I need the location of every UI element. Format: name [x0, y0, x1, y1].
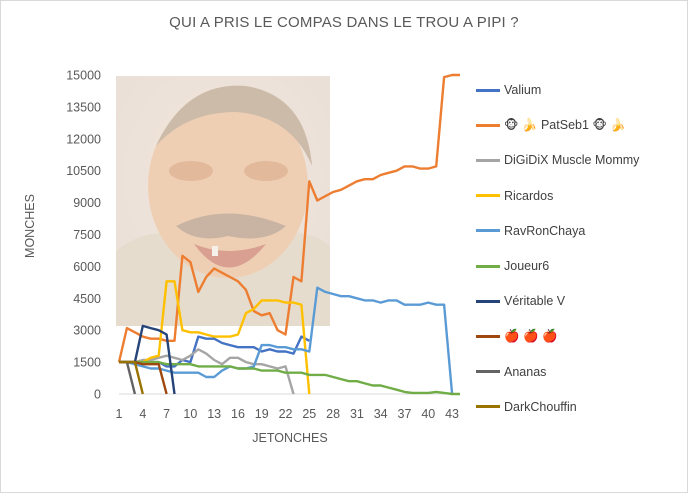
x-tick-label: 13 — [207, 407, 221, 421]
x-tick-label: 1 — [116, 407, 123, 421]
series-line-6 — [119, 360, 460, 396]
y-tick-label: 10500 — [66, 164, 101, 178]
x-tick-label: 16 — [231, 407, 245, 421]
legend-label: RavRonChaya — [504, 223, 586, 238]
legend-item: DarkChouffin — [476, 397, 577, 417]
y-tick-label: 3000 — [73, 324, 101, 338]
legend-item: 🍎 🍎 🍎 — [476, 326, 558, 346]
x-tick-label: 40 — [421, 407, 435, 421]
legend-swatch — [476, 370, 500, 374]
legend-label: DarkChouffin — [504, 399, 577, 414]
y-tick-label: 7500 — [73, 228, 101, 242]
legend-item: Véritable V — [476, 291, 565, 311]
legend-swatch — [476, 194, 500, 198]
y-tick-label: 4500 — [73, 292, 101, 306]
legend-label: 🍎 🍎 🍎 — [504, 328, 558, 343]
legend-swatch — [476, 264, 500, 268]
y-tick-label: 12000 — [66, 132, 101, 146]
y-axis-label: MONCHES — [23, 194, 37, 258]
x-tick-label: 28 — [326, 407, 340, 421]
x-tick-label: 4 — [139, 407, 146, 421]
background-photo — [116, 76, 330, 326]
legend-item: 🐵 🍌 PatSeb1 🐵 🍌 — [476, 115, 626, 135]
legend-item: Valium — [476, 80, 541, 100]
legend-label: Ananas — [504, 364, 547, 379]
legend-label: Joueur6 — [504, 259, 550, 273]
y-tick-label: 0 — [94, 388, 101, 402]
legend-item: DiGiDiX Muscle Mommy — [476, 150, 639, 170]
legend-item: Ananas — [476, 362, 546, 382]
legend-swatch — [476, 88, 500, 92]
x-tick-label: 25 — [302, 407, 316, 421]
legend-swatch — [476, 299, 500, 303]
legend-label: Ricardos — [504, 188, 554, 203]
legend-item: Ricardos — [476, 186, 553, 206]
legend-label: Valium — [504, 83, 542, 97]
legend-label: 🐵 🍌 PatSeb1 🐵 🍌 — [504, 118, 626, 133]
x-tick-label: 19 — [255, 407, 269, 421]
y-tick-label: 9000 — [73, 196, 101, 210]
legend-label: Véritable V — [504, 294, 566, 309]
x-tick-label: 10 — [183, 407, 197, 421]
series-line-5 — [119, 286, 454, 395]
series-line-10 — [119, 360, 144, 395]
y-tick-label: 1500 — [73, 356, 101, 370]
y-tick-label: 15000 — [66, 69, 101, 83]
x-tick-label: 37 — [398, 407, 412, 421]
x-axis-label: JETONCHES — [252, 431, 327, 445]
x-tick-label: 7 — [163, 407, 170, 421]
chart-title: QUI A PRIS LE COMPAS DANS LE TROU A PIPI… — [169, 14, 519, 31]
legend-label: DiGiDiX Muscle Mommy — [504, 153, 640, 168]
x-tick-label: 22 — [279, 407, 293, 421]
series-line-9 — [119, 360, 137, 395]
series-line-4 — [119, 280, 311, 395]
legend-item: RavRonChaya — [476, 221, 585, 241]
legend-swatch — [476, 229, 500, 233]
legend-item: Joueur6 — [476, 256, 549, 276]
legend-swatch — [476, 158, 500, 162]
y-tick-label: 6000 — [73, 260, 101, 274]
x-tick-label: 34 — [374, 407, 388, 421]
legend-swatch — [476, 334, 500, 338]
series-line-2 — [117, 73, 460, 363]
y-tick-label: 13500 — [66, 100, 101, 114]
x-tick-label: 31 — [350, 407, 364, 421]
legend-swatch — [476, 123, 500, 127]
x-tick-label: 43 — [445, 407, 459, 421]
legend-swatch — [476, 405, 500, 409]
